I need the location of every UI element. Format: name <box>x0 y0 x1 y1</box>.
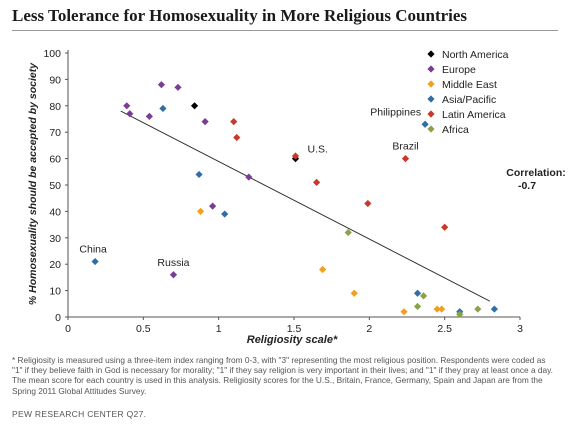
axes: 0 10 20 30 40 50 60 70 80 90 100 0 0.5 1 1.5 2 2.5 3 <box>43 48 523 335</box>
legend-label: Africa <box>442 124 469 136</box>
y-tick-label: 30 <box>49 233 61 245</box>
legend-marker <box>427 50 435 58</box>
legend-marker <box>427 95 435 103</box>
data-point <box>221 210 229 218</box>
data-point <box>123 102 131 110</box>
legend-label: North America <box>442 49 509 61</box>
data-point <box>230 118 238 126</box>
point-label: U.S. <box>308 144 328 156</box>
data-point <box>490 305 498 313</box>
footnote: * Religiosity is measured using a three-… <box>12 355 553 396</box>
legend-label: Europe <box>442 64 476 76</box>
data-point <box>196 207 205 215</box>
point-labels: U.S. Russia China Philippines Brazil <box>79 106 421 268</box>
point-label: Russia <box>157 257 189 269</box>
trendline <box>120 110 491 302</box>
x-tick-label: 2.5 <box>437 323 452 335</box>
legend: North America Europe Middle East Asia/Pacif… <box>427 49 509 136</box>
title-divider <box>12 30 558 31</box>
x-axis-label: Religiosity scale* <box>247 334 338 346</box>
data-point <box>413 302 422 311</box>
data-point <box>159 104 167 113</box>
data-point <box>474 305 482 313</box>
y-tick-label: 90 <box>49 74 61 86</box>
data-point <box>344 228 352 237</box>
y-tick-label: 10 <box>49 286 61 298</box>
data-point <box>245 173 253 181</box>
data-point <box>145 112 153 120</box>
legend-label: Asia/Pacific <box>442 94 496 106</box>
y-tick-label: 100 <box>43 48 61 60</box>
data-point <box>421 120 429 128</box>
y-axis-label: % Homosexuality should be accepted by so… <box>27 62 39 305</box>
data-point <box>291 152 300 160</box>
data-point <box>438 305 446 313</box>
point-label: Philippines <box>370 106 421 118</box>
trendline-group <box>120 110 491 302</box>
data-point <box>401 155 410 163</box>
point-label: China <box>79 244 107 256</box>
y-tick-label: 60 <box>49 154 61 166</box>
data-point <box>233 133 241 142</box>
data-point <box>91 257 99 266</box>
legend-label: Middle East <box>442 79 497 91</box>
data-point <box>350 289 358 297</box>
data-point <box>419 292 428 300</box>
legend-marker <box>427 80 435 88</box>
data-points <box>91 81 498 318</box>
x-tick-label: 0.5 <box>136 323 151 335</box>
legend-marker <box>427 110 435 118</box>
data-point <box>157 81 166 89</box>
data-point <box>169 271 178 279</box>
chart-title: Less Tolerance for Homosexuality in More… <box>12 6 468 25</box>
legend-label: Latin America <box>442 109 506 121</box>
data-point <box>364 199 372 208</box>
data-point <box>400 308 408 316</box>
data-point <box>433 305 441 313</box>
data-point <box>413 289 422 297</box>
data-point <box>126 110 134 118</box>
y-tick-label: 50 <box>49 180 61 192</box>
x-tick-label: 1 <box>216 323 222 335</box>
data-point <box>456 310 464 318</box>
data-point <box>174 83 182 91</box>
correlation-label: Correlation: <box>506 167 566 179</box>
x-tick-label: 2 <box>366 323 372 335</box>
data-point <box>209 202 217 210</box>
scatter-plot: 0 10 20 30 40 50 60 70 80 90 100 0 0.5 1 1.5 2 2.5 3 U.S.… <box>27 48 566 346</box>
data-point <box>441 223 449 231</box>
source-line: PEW RESEARCH CENTER Q27. <box>12 409 147 419</box>
data-point <box>319 265 327 274</box>
y-tick-label: 40 <box>49 206 61 218</box>
y-tick-label: 20 <box>49 259 61 271</box>
correlation-value: -0.7 <box>518 180 536 192</box>
data-point <box>195 170 203 179</box>
y-tick-label: 80 <box>49 101 61 113</box>
point-label: Brazil <box>392 141 418 153</box>
legend-marker <box>427 65 435 73</box>
legend-marker <box>427 125 435 133</box>
data-point <box>201 118 209 126</box>
x-tick-label: 3 <box>517 323 523 335</box>
data-point <box>190 102 199 110</box>
x-tick-label: 0 <box>65 323 71 335</box>
y-tick-label: 70 <box>49 127 61 139</box>
data-point <box>313 178 321 186</box>
x-tick-label: 1.5 <box>287 323 302 335</box>
y-tick-label: 0 <box>55 312 61 324</box>
